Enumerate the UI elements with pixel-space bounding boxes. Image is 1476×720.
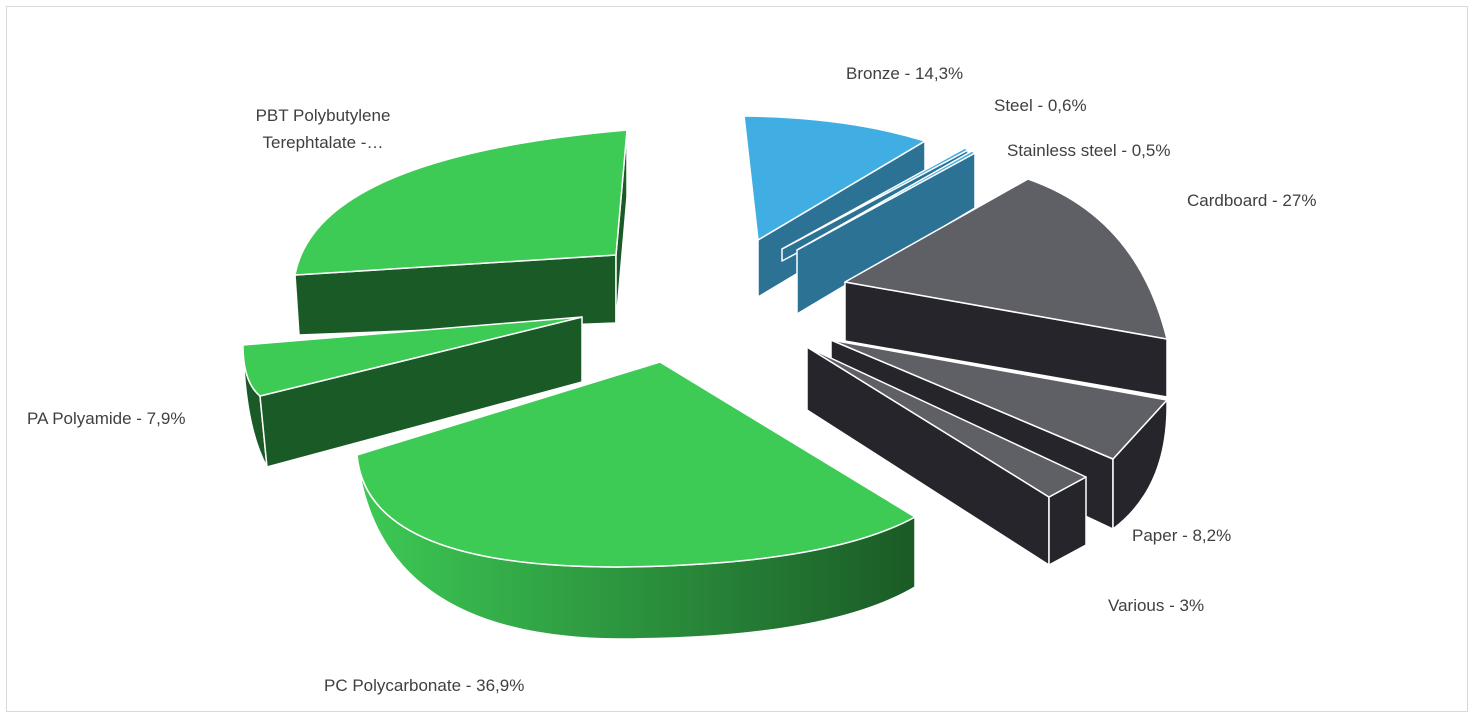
label-line: Steel - 0,6% [994,96,1087,115]
label-line: Various - 3% [1108,596,1204,615]
label-line: PBT Polybutylene [256,106,391,125]
label-line: Cardboard - 27% [1187,191,1316,210]
label-pbt: PBT Polybutylene Terephtalate -… [256,106,391,152]
label-stainless-steel: Stainless steel - 0,5% [1007,141,1170,160]
slice-stainless-steel-top [796,150,976,251]
label-line: Stainless steel - 0,5% [1007,141,1170,160]
slice-cardboard-top [844,178,1168,340]
chart-frame: Bronze - 14,3% Steel - 0,6% Stainless st… [6,6,1468,712]
slice-pa[interactable] [242,316,583,468]
slice-pc-top [356,361,916,568]
label-line: PC Polycarbonate - 36,9% [324,676,524,695]
slice-cardboard[interactable] [844,178,1168,398]
label-various: Various - 3% [1108,596,1204,615]
slice-various[interactable] [806,346,1087,566]
label-line: PA Polyamide - 7,9% [27,409,185,428]
slice-pbt[interactable] [294,129,628,336]
pie-chart: Bronze - 14,3% Steel - 0,6% Stainless st… [27,64,1316,695]
slice-various-top [806,346,1087,498]
label-line: Terephtalate -… [263,133,384,152]
label-line: Bronze - 14,3% [846,64,963,83]
slice-pa-top [242,316,583,397]
label-steel: Steel - 0,6% [994,96,1087,115]
slice-bronze-top [743,115,926,241]
slice-steel-top [781,147,969,250]
slice-paper-top [830,339,1168,460]
slice-paper-outer [1112,399,1168,530]
label-pc: PC Polycarbonate - 36,9% [324,676,524,695]
slice-pbt-top [294,129,628,276]
slice-pc[interactable] [356,361,916,640]
label-paper: Paper - 8,2% [1132,526,1231,545]
label-bronze: Bronze - 14,3% [846,64,963,83]
label-pa: PA Polyamide - 7,9% [27,409,185,428]
label-line: Paper - 8,2% [1132,526,1231,545]
label-cardboard: Cardboard - 27% [1187,191,1316,210]
